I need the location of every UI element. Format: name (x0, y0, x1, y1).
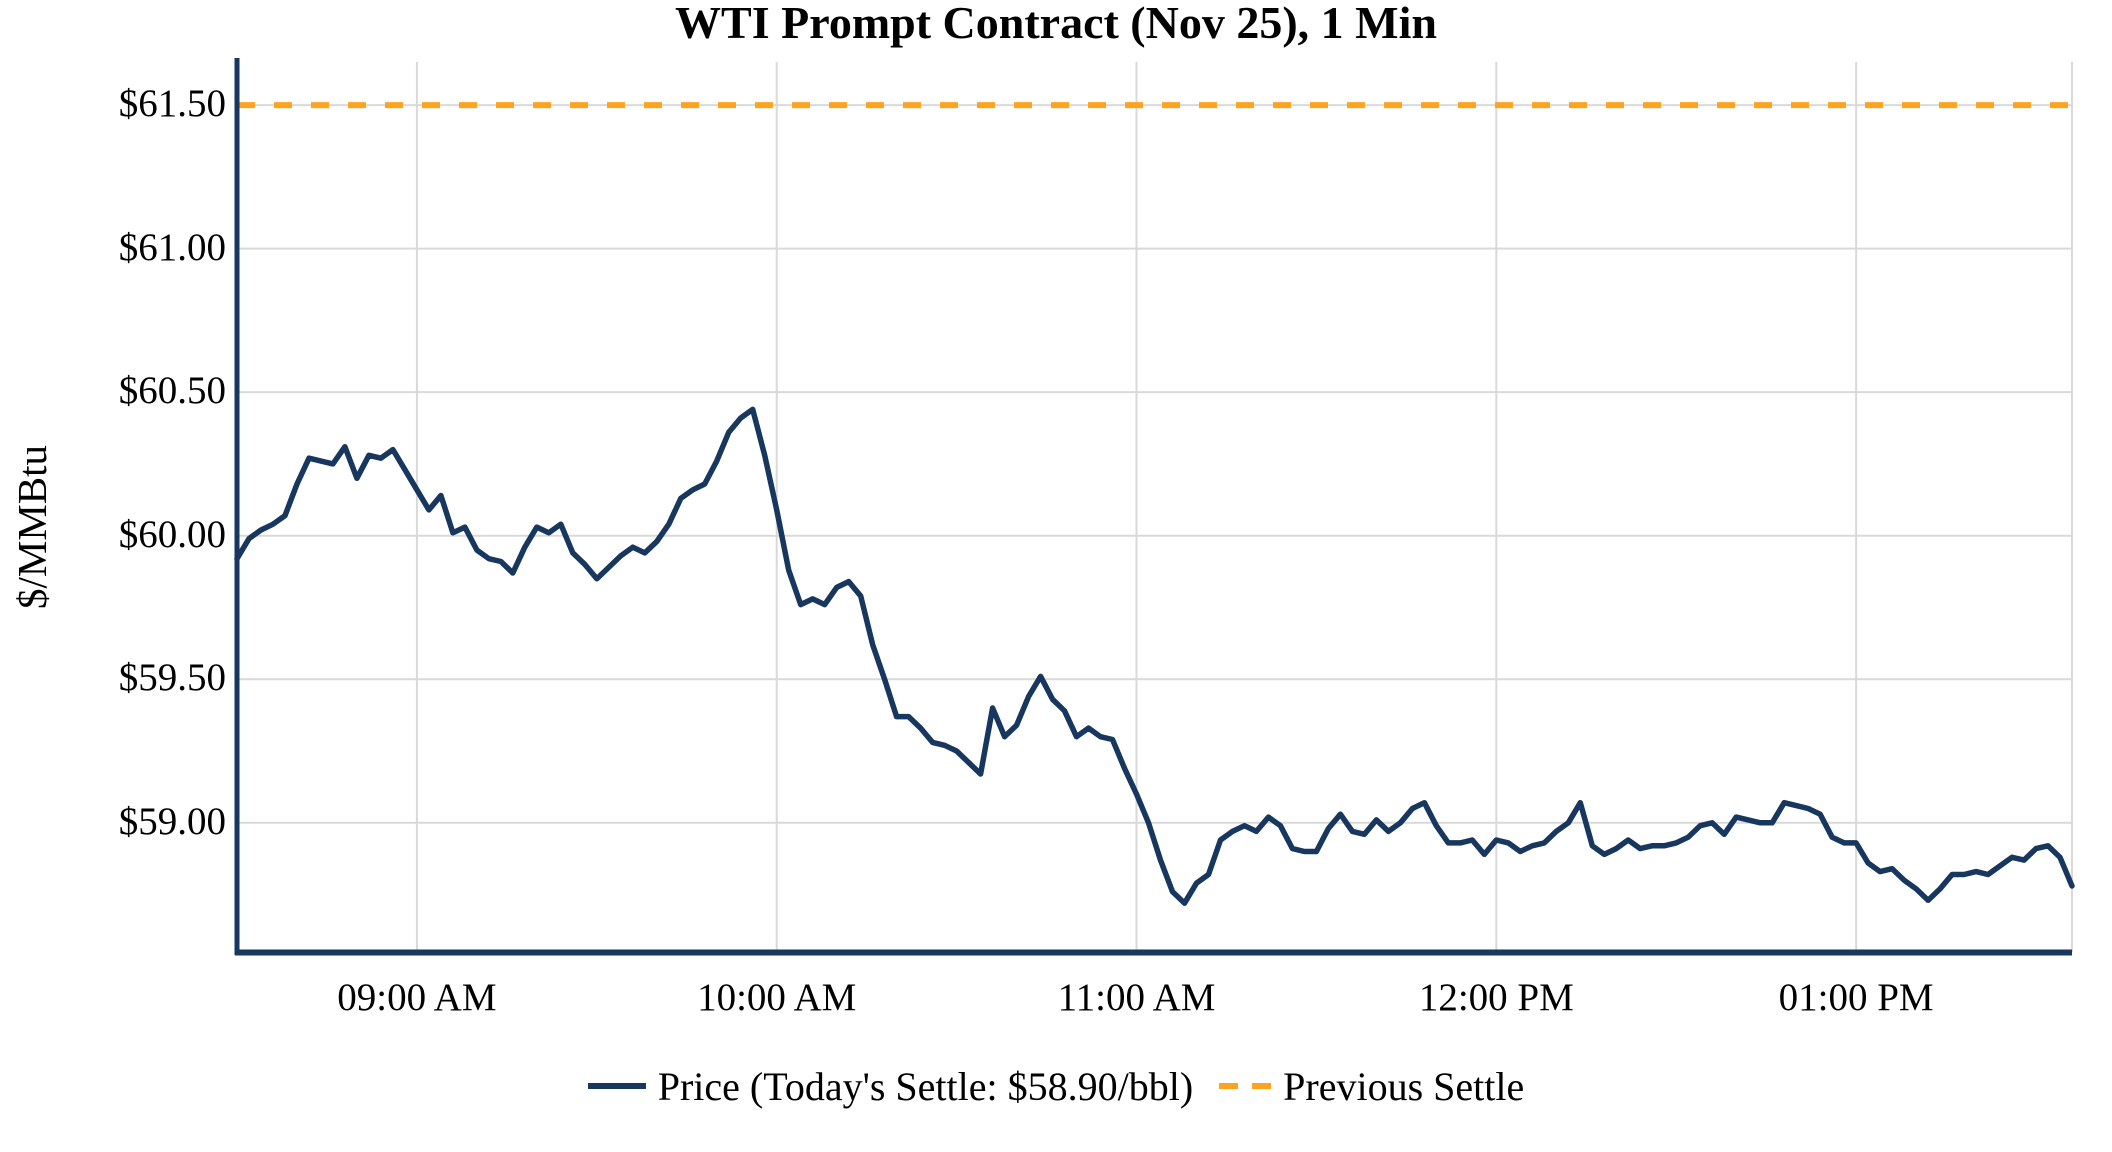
x-tick-label: 09:00 AM (337, 976, 497, 1019)
y-tick-label: $60.00 (118, 512, 226, 556)
price-line (234, 406, 2075, 906)
chart-title: WTI Prompt Contract (Nov 25), 1 Min (675, 0, 1437, 48)
y-tick-label: $59.00 (118, 799, 226, 843)
previous-settle-dash-icon (1219, 1083, 1272, 1089)
x-tick-label: 12:00 PM (1418, 976, 1574, 1019)
y-tick-label: $60.50 (118, 369, 226, 413)
legend-price-label: Price (Today's Settle: $58.90/bbl) (657, 1063, 1194, 1109)
x-tick-label: 10:00 AM (697, 976, 857, 1019)
x-tick-label: 11:00 AM (1057, 976, 1216, 1019)
x-tick-label: 01:00 PM (1778, 976, 1934, 1019)
price-line-swatch-icon (587, 1083, 646, 1089)
y-tick-label: $61.50 (118, 82, 226, 126)
y-tick-label: $59.50 (118, 656, 226, 700)
y-tick-label: $61.00 (118, 225, 226, 269)
legend: Price (Today's Settle: $58.90/bbl) Previ… (0, 1056, 2112, 1116)
legend-previous-settle-label: Previous Settle (1283, 1063, 1525, 1109)
